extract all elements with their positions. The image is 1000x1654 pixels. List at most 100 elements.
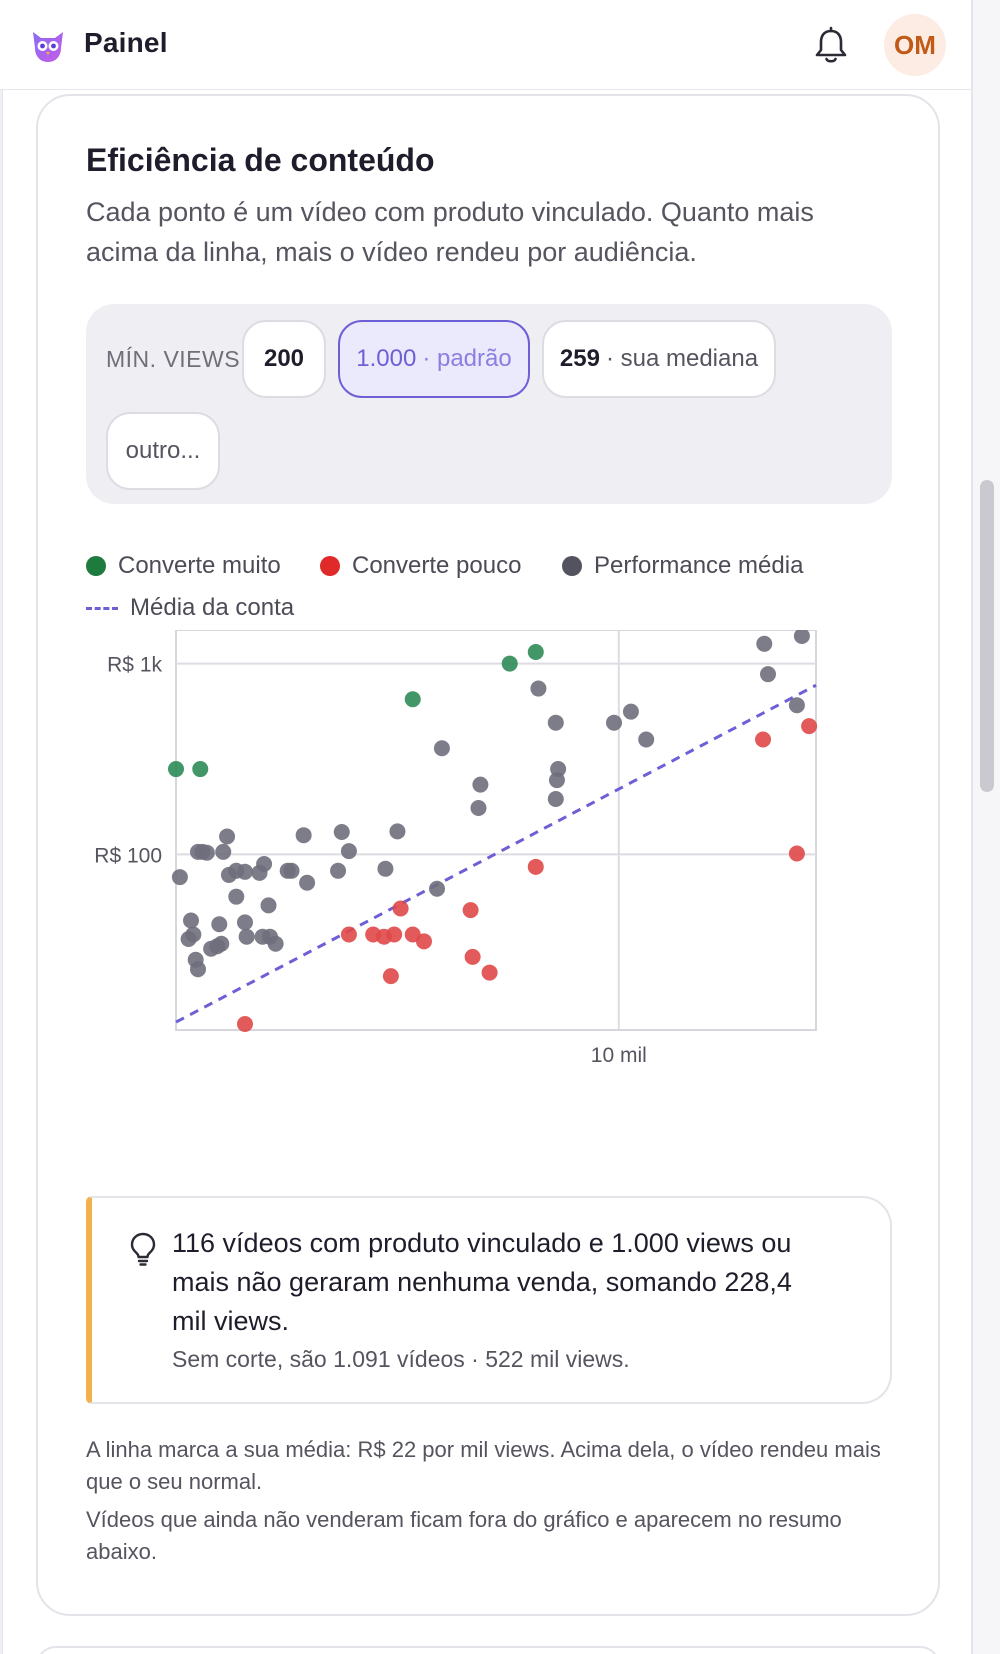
x-tick-label: 10 mil xyxy=(591,1044,647,1067)
scatter-point-mid xyxy=(638,731,655,748)
scatter-point-mid xyxy=(788,697,805,714)
scatter-point-mid xyxy=(793,630,810,644)
scatter-point-low xyxy=(462,902,479,919)
scatter-point-low xyxy=(382,968,399,985)
scatter-point-mid xyxy=(530,680,547,697)
scatter-point-high xyxy=(501,655,518,672)
scatter-point-mid xyxy=(622,703,639,720)
legend-item-mid: Performance média xyxy=(562,552,803,580)
scatter-point-low xyxy=(392,900,409,917)
top-bar: Painel OM xyxy=(0,0,971,90)
scatter-point-mid xyxy=(228,888,245,905)
legend-item-low: Converte pouco xyxy=(320,552,521,580)
scatter-point-mid xyxy=(759,666,776,683)
lightbulb-icon xyxy=(130,1232,156,1266)
scatter-point-mid xyxy=(171,869,188,886)
scatter-point-low xyxy=(481,964,498,981)
average-line-note: A linha marca a sua média: R$ 22 por mil… xyxy=(86,1437,881,1494)
scatter-point-mid xyxy=(333,823,350,840)
scatter-point-mid xyxy=(547,714,564,731)
legend-dot-red xyxy=(320,556,340,576)
scatter-point-mid xyxy=(238,928,255,945)
scatter-point-mid xyxy=(606,714,623,731)
legend-label: Média da conta xyxy=(130,594,295,621)
legend-item-avg-line: Média da conta xyxy=(86,594,294,622)
scatter-point-high xyxy=(168,761,184,778)
scatter-point-low xyxy=(527,858,544,875)
scatter-point-high xyxy=(404,691,421,708)
next-card-edge xyxy=(36,1646,940,1654)
scatter-point-low xyxy=(386,926,403,943)
scatter-point-mid xyxy=(213,935,230,952)
unsold-videos-note: Vídeos que ainda não venderam ficam fora… xyxy=(86,1507,842,1564)
chip-1000-default[interactable]: 1.000 · padrão xyxy=(338,320,530,398)
scrollbar-track[interactable] xyxy=(972,0,1000,1654)
scatter-point-mid xyxy=(389,823,406,840)
scatter-point-low xyxy=(801,718,818,735)
scatter-point-mid xyxy=(470,799,487,816)
insight-callout: 116 vídeos com produto vinculado e 1.000… xyxy=(86,1196,892,1404)
scatter-point-mid xyxy=(236,863,253,880)
scatter-point-mid xyxy=(433,740,450,757)
scatter-point-mid xyxy=(283,862,300,879)
legend-item-high: Converte muito xyxy=(86,552,281,580)
insight-sub-text: Sem corte, são 1.091 vídeos · 522 mil vi… xyxy=(172,1346,630,1372)
scatter-point-mid xyxy=(472,776,489,793)
app-title: Painel xyxy=(84,27,168,58)
chip-suffix: · sua mediana xyxy=(605,345,759,372)
scatter-point-mid xyxy=(267,935,284,952)
filter-label: MÍN. VIEWS xyxy=(106,346,241,372)
scatter-point-mid xyxy=(295,827,312,844)
scatter-point-mid xyxy=(330,862,347,879)
scatter-point-mid xyxy=(219,828,236,845)
avatar[interactable]: OM xyxy=(884,14,946,76)
chip-value: outro... xyxy=(125,437,201,464)
insight-main-text: 116 vídeos com produto vinculado e 1.000… xyxy=(172,1228,792,1336)
chip-value: 1.000 xyxy=(356,345,417,372)
chip-259-median[interactable]: 259 · sua mediana xyxy=(542,320,776,398)
chip-suffix: · padrão xyxy=(422,345,512,372)
scatter-point-low xyxy=(236,1016,253,1032)
scatter-point-mid xyxy=(183,912,200,929)
scrollbar-thumb[interactable] xyxy=(980,480,994,792)
app-frame: Painel OM Eficiência de conteúdo Cada po… xyxy=(0,0,972,1654)
chip-other[interactable]: outro... xyxy=(106,412,220,490)
owl-logo-icon[interactable] xyxy=(30,28,66,64)
legend-label: Converte muito xyxy=(118,552,281,579)
scatter-point-low xyxy=(755,731,772,748)
scatter-point-mid xyxy=(236,914,253,931)
card-subtitle: Cada ponto é um vídeo com produto vincul… xyxy=(86,197,814,267)
scatter-point-mid xyxy=(189,961,206,978)
average-dashed-line xyxy=(175,683,817,1024)
plot-frame xyxy=(175,630,817,1031)
min-views-filter: MÍN. VIEWS 200 1.000 · padrão 259 · sua … xyxy=(86,304,892,504)
legend-label: Converte pouco xyxy=(352,552,522,579)
content-efficiency-card: Eficiência de conteúdo Cada ponto é um v… xyxy=(36,94,940,1616)
efficiency-scatter-chart: R$ 1k R$ 100 10 mil xyxy=(94,630,818,1067)
chip-value: 259 xyxy=(559,345,600,372)
bell-icon[interactable] xyxy=(812,26,850,66)
legend-dashed-line xyxy=(86,606,118,610)
legend-label: Performance média xyxy=(594,552,804,579)
scatter-point-mid xyxy=(256,856,273,873)
y-tick-label: R$ 100 xyxy=(94,844,162,867)
y-tick-label: R$ 1k xyxy=(107,654,162,677)
scatter-point-mid xyxy=(340,843,357,860)
scatter-point-mid xyxy=(377,860,394,877)
scatter-point-low xyxy=(340,926,357,943)
scatter-point-mid xyxy=(299,874,316,891)
scatter-point-high xyxy=(527,644,544,661)
scatter-point-mid xyxy=(185,926,202,943)
scatter-point-low xyxy=(415,933,432,950)
scatter-point-mid xyxy=(547,791,564,808)
scatter-point-mid xyxy=(756,635,773,652)
scatter-point-mid xyxy=(548,772,565,789)
legend-dot-green xyxy=(86,556,106,576)
scatter-point-mid xyxy=(428,880,445,897)
scatter-point-mid xyxy=(198,844,215,861)
scatter-point-low xyxy=(788,845,805,862)
card-title: Eficiência de conteúdo xyxy=(86,142,435,178)
chip-200[interactable]: 200 xyxy=(242,320,326,398)
legend-dot-gray xyxy=(562,556,582,576)
scatter-point-mid xyxy=(260,897,277,914)
